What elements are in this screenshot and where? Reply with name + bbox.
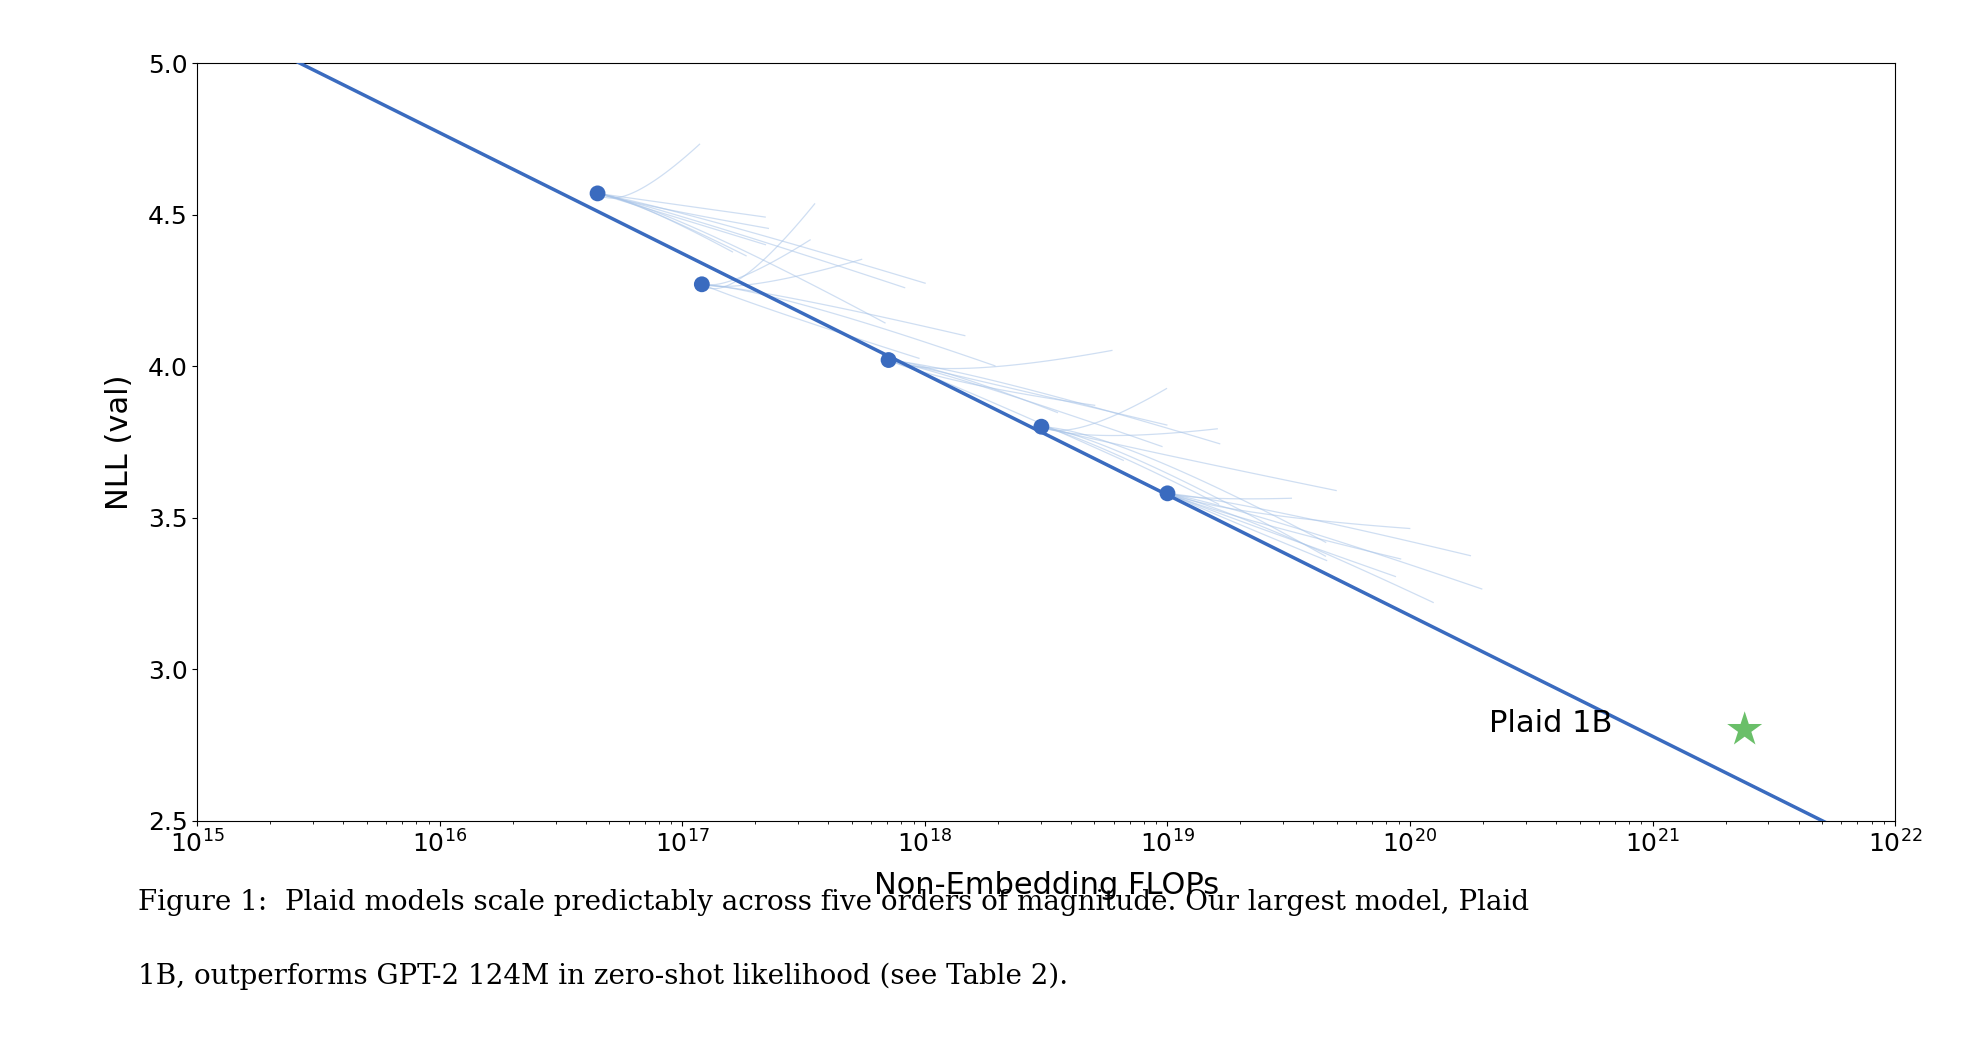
Point <box>1150 485 1182 502</box>
Point <box>582 185 614 202</box>
X-axis label: Non-Embedding FLOPs: Non-Embedding FLOPs <box>874 871 1217 901</box>
Text: Figure 1:  Plaid models scale predictably across five orders of magnitude. Our l: Figure 1: Plaid models scale predictably… <box>138 889 1529 916</box>
Point <box>687 276 718 292</box>
Point <box>1026 419 1058 436</box>
Text: Plaid 1B: Plaid 1B <box>1488 709 1612 739</box>
Point <box>872 351 904 368</box>
Text: 1B, outperforms GPT-2 124M in zero-shot likelihood (see Table 2).: 1B, outperforms GPT-2 124M in zero-shot … <box>138 963 1067 990</box>
Y-axis label: NLL (val): NLL (val) <box>105 375 134 509</box>
Point <box>1728 722 1760 739</box>
